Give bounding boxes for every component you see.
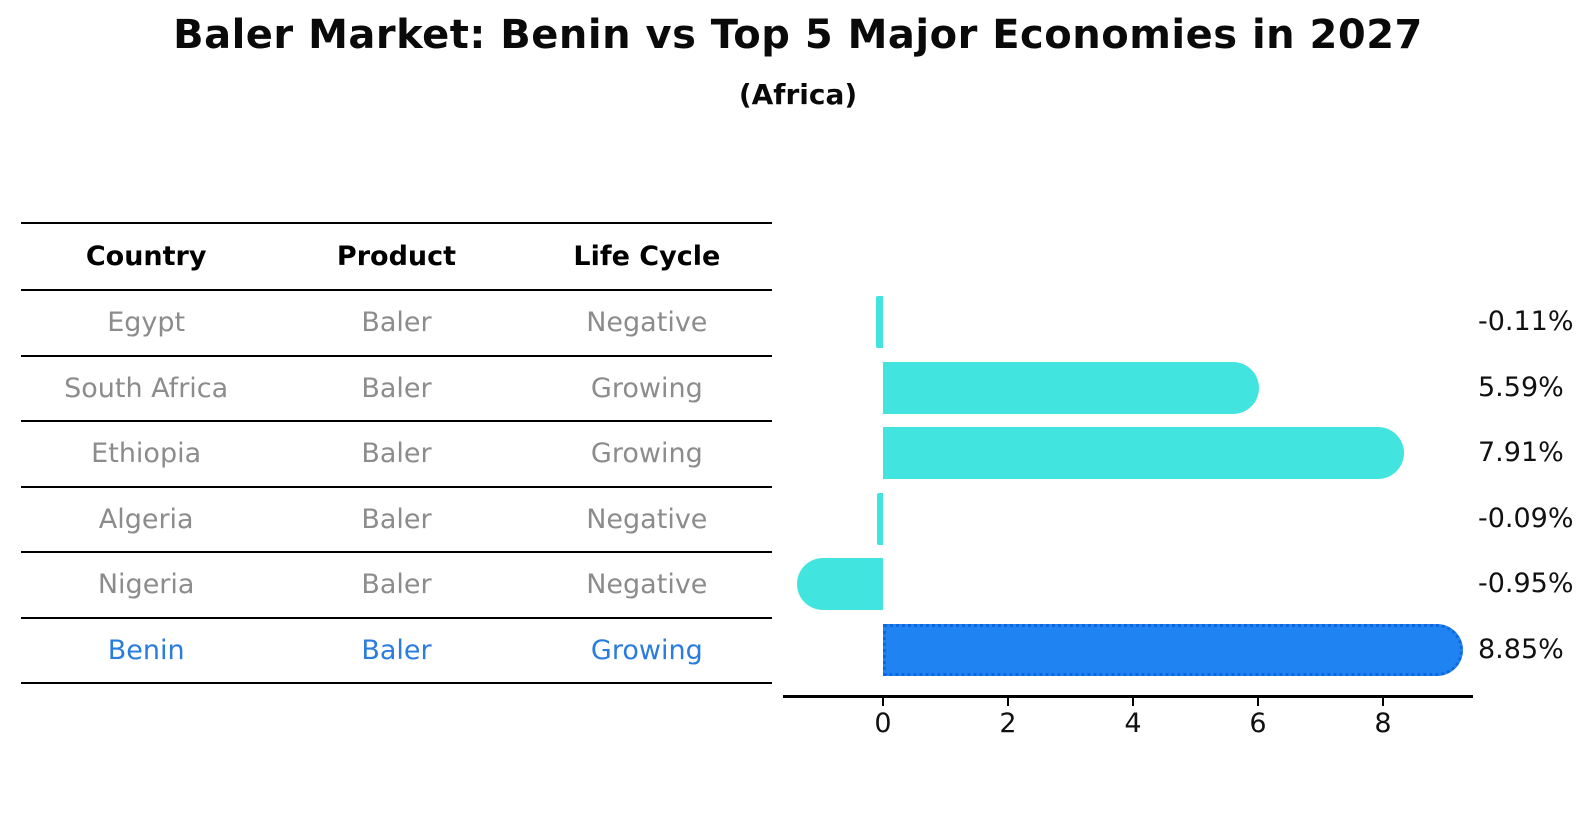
value-label-nigeria: -0.95% (1478, 568, 1574, 600)
x-axis-line (783, 695, 1473, 698)
bar-benin (883, 623, 1464, 676)
x-axis-tick (882, 698, 884, 706)
chart-subtitle: (Africa) (738, 78, 858, 111)
bar-row-algeria (778, 486, 1478, 552)
chart-title: Baler Market: Benin vs Top 5 Major Econo… (173, 12, 1423, 58)
cell-country: Egypt (107, 307, 186, 339)
value-label-south-africa: 5.59% (1478, 371, 1564, 403)
bar-algeria (877, 492, 883, 545)
cell-life-cycle: Growing (590, 438, 703, 470)
bar-row-benin (778, 617, 1478, 683)
x-axis-tick (1257, 698, 1259, 706)
value-label-benin: 8.85% (1478, 633, 1564, 665)
value-label-ethiopia: 7.91% (1478, 437, 1564, 469)
cell-country: Ethiopia (91, 438, 202, 470)
bar-nigeria (796, 558, 883, 610)
bar-chart: -0.11% 5.59% 7.91% -0.09% -0.95% 8.85% 0 2 4 6 8 (778, 289, 1574, 759)
cell-life-cycle: Negative (586, 307, 708, 339)
table-row-south-africa: South Africa Baler Growing (21, 357, 772, 422)
cell-life-cycle: Growing (590, 372, 703, 404)
bar-row-ethiopia (778, 420, 1478, 486)
cell-country: South Africa (64, 372, 229, 404)
table-row-ethiopia: Ethiopia Baler Growing (21, 422, 772, 488)
cell-product: Baler (361, 307, 432, 339)
cell-product: Baler (361, 503, 432, 535)
column-header-life-cycle: Life Cycle (573, 241, 721, 272)
bar-row-egypt (778, 289, 1478, 355)
cell-country: Nigeria (97, 569, 195, 601)
cell-life-cycle: Growing (590, 634, 703, 666)
value-label-algeria: -0.09% (1478, 502, 1574, 534)
comparison-table: Country Product Life Cycle Egypt Baler N… (21, 222, 772, 684)
x-axis-tick-label: 6 (1249, 708, 1267, 739)
x-axis-tick (1132, 698, 1134, 706)
x-axis-tick-label: 0 (874, 708, 892, 739)
cell-product: Baler (361, 438, 432, 470)
bar-south-africa (883, 361, 1260, 414)
column-header-product: Product (336, 241, 457, 272)
table-row-nigeria: Nigeria Baler Negative (21, 553, 772, 619)
table-row-egypt: Egypt Baler Negative (21, 291, 772, 357)
bar-row-nigeria (778, 551, 1478, 617)
cell-life-cycle: Negative (586, 569, 708, 601)
cell-product: Baler (361, 569, 432, 601)
value-label-egypt: -0.11% (1478, 306, 1574, 338)
x-axis-tick-label: 4 (1124, 708, 1142, 739)
x-axis-tick-label: 8 (1374, 708, 1392, 739)
table-header-row: Country Product Life Cycle (21, 224, 772, 291)
bar-egypt (876, 296, 883, 348)
table-row-algeria: Algeria Baler Negative (21, 488, 772, 553)
column-header-country: Country (85, 241, 207, 272)
x-axis-tick-label: 2 (999, 708, 1017, 739)
table-row-benin: Benin Baler Growing (21, 619, 772, 684)
cell-country: Algeria (98, 503, 194, 535)
cell-life-cycle: Negative (586, 503, 708, 535)
cell-country: Benin (107, 634, 185, 666)
bar-ethiopia (883, 427, 1405, 479)
cell-product: Baler (361, 372, 432, 404)
cell-product: Baler (361, 634, 432, 666)
x-axis-tick (1007, 698, 1009, 706)
bar-row-south-africa (778, 355, 1478, 421)
x-axis-tick (1382, 698, 1384, 706)
